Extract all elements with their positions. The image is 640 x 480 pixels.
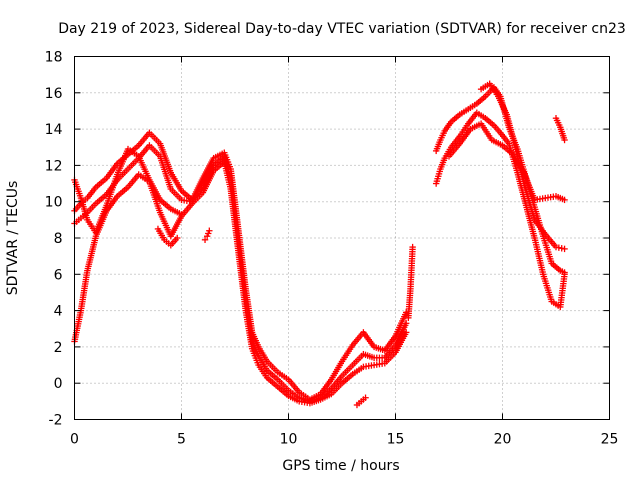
series-track-b xyxy=(71,142,410,405)
data-point xyxy=(403,329,410,336)
x-tick-label: 20 xyxy=(494,432,512,448)
x-tick-label: 15 xyxy=(387,432,405,448)
series-track-e xyxy=(154,225,181,249)
y-tick-label: 4 xyxy=(54,304,63,320)
y-tick-label: 0 xyxy=(54,376,63,392)
data-point xyxy=(206,227,213,234)
series-track-j xyxy=(432,109,568,311)
x-axis-label: GPS time / hours xyxy=(282,458,399,474)
y-tick-label: 8 xyxy=(54,231,63,247)
grid-lines xyxy=(74,56,610,420)
y-tick-label: 6 xyxy=(54,267,63,283)
y-tick-label: 14 xyxy=(45,122,63,138)
data-point xyxy=(409,243,416,251)
y-tick-label: 10 xyxy=(45,195,63,211)
y-tick-label: 18 xyxy=(45,50,63,66)
axis-ticks: -2 0 2 4 6 8 10 12 14 16 18 0 5 10 15 20 25 xyxy=(45,50,619,448)
data-points xyxy=(71,80,568,409)
series-track-h xyxy=(405,243,416,322)
y-tick-label: 12 xyxy=(45,158,63,174)
data-point xyxy=(561,245,568,253)
series-track-i xyxy=(432,84,568,276)
series-track-c xyxy=(71,158,410,407)
data-point xyxy=(561,271,568,278)
x-tick-label: 0 xyxy=(70,432,79,448)
x-tick-label: 25 xyxy=(601,432,619,448)
chart-title: Day 219 of 2023, Sidereal Day-to-day VTE… xyxy=(58,21,626,37)
data-point xyxy=(561,136,568,144)
data-point xyxy=(201,236,209,244)
series-track-m xyxy=(552,115,568,144)
y-axis-label: SDTVAR / TECUs xyxy=(5,181,21,296)
y-tick-label: 2 xyxy=(54,340,63,356)
x-tick-label: 10 xyxy=(280,432,298,448)
series-track-f xyxy=(201,227,213,244)
data-point xyxy=(561,196,568,204)
series-track-g xyxy=(353,394,369,409)
y-tick-label: -2 xyxy=(49,413,63,429)
x-tick-label: 5 xyxy=(177,432,186,448)
series-track-l xyxy=(477,80,568,253)
data-point xyxy=(178,211,185,218)
data-point xyxy=(362,394,369,401)
y-tick-label: 16 xyxy=(45,86,63,102)
series-track-d xyxy=(71,145,185,236)
data-point xyxy=(174,234,181,242)
data-point xyxy=(403,320,410,327)
